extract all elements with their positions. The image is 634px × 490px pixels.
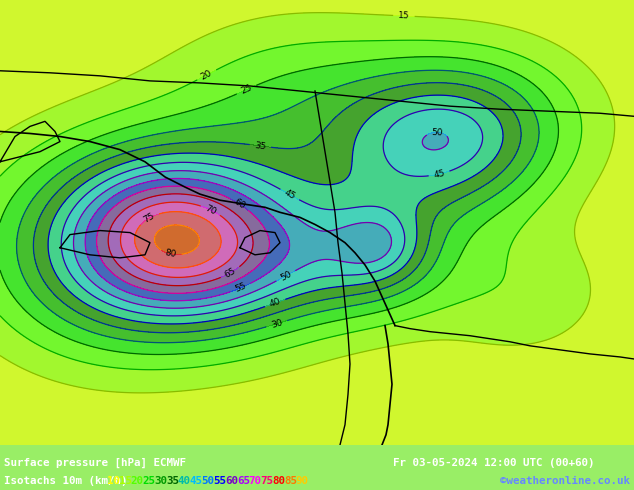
Text: 40: 40	[178, 476, 191, 486]
Text: 30: 30	[270, 318, 283, 330]
Text: 75: 75	[142, 211, 157, 225]
Text: 65: 65	[237, 476, 250, 486]
Text: 10: 10	[107, 476, 120, 486]
Text: 45: 45	[283, 188, 297, 201]
Text: 40: 40	[268, 297, 282, 309]
Text: 50: 50	[278, 269, 293, 283]
Text: 65: 65	[223, 266, 238, 279]
Text: 15: 15	[119, 476, 132, 486]
Text: 85: 85	[284, 476, 297, 486]
Text: 15: 15	[398, 11, 410, 21]
Text: 75: 75	[261, 476, 273, 486]
Text: 55: 55	[233, 282, 247, 294]
Text: 35: 35	[254, 141, 267, 151]
Text: 55: 55	[213, 476, 226, 486]
Text: 80: 80	[164, 248, 178, 259]
Text: Isotachs 10m (km/h): Isotachs 10m (km/h)	[4, 476, 134, 486]
Text: 45: 45	[190, 476, 203, 486]
Text: 45: 45	[432, 169, 446, 180]
Text: 20: 20	[131, 476, 143, 486]
Text: 90: 90	[296, 476, 309, 486]
Text: 20: 20	[200, 68, 214, 81]
Text: Fr 03-05-2024 12:00 UTC (00+60): Fr 03-05-2024 12:00 UTC (00+60)	[393, 458, 595, 468]
Text: 70: 70	[249, 476, 262, 486]
Text: 35: 35	[166, 476, 179, 486]
Text: 80: 80	[272, 476, 285, 486]
Text: 25: 25	[143, 476, 155, 486]
Text: 50: 50	[431, 127, 443, 137]
Text: 30: 30	[154, 476, 167, 486]
Text: 60: 60	[225, 476, 238, 486]
Text: 50: 50	[202, 476, 214, 486]
Text: 25: 25	[240, 83, 254, 96]
Text: Surface pressure [hPa] ECMWF: Surface pressure [hPa] ECMWF	[4, 458, 186, 468]
Text: 70: 70	[204, 203, 218, 217]
Text: ©weatheronline.co.uk: ©weatheronline.co.uk	[500, 476, 630, 486]
Text: 60: 60	[232, 197, 247, 211]
